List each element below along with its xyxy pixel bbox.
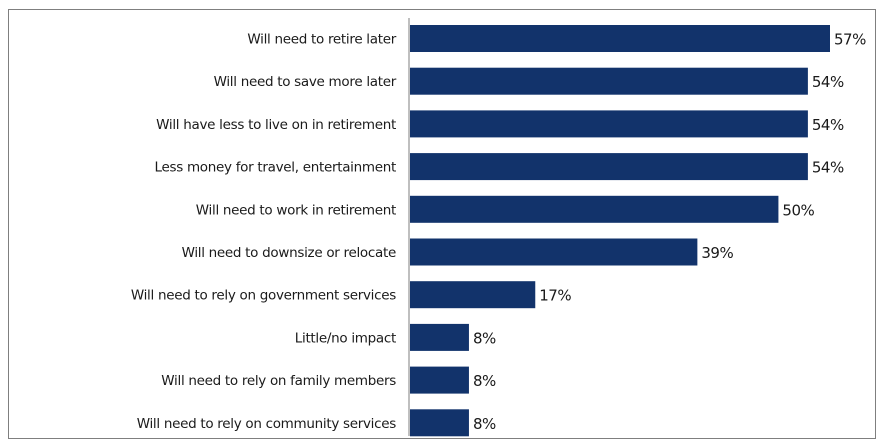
bar — [410, 110, 808, 138]
value-label: 8% — [473, 415, 496, 433]
bar — [410, 281, 536, 309]
value-label: 39% — [701, 244, 733, 262]
bar — [410, 67, 808, 95]
value-label: 57% — [834, 31, 866, 49]
category-label: Will have less to live on in retirement — [156, 117, 396, 133]
bar — [410, 323, 469, 351]
value-label: 8% — [473, 372, 496, 390]
category-label: Less money for travel, entertainment — [155, 160, 397, 176]
category-label: Will need to work in retirement — [196, 202, 396, 218]
category-label: Will need to rely on family members — [161, 373, 396, 389]
bar — [410, 238, 698, 266]
bars-group: Will need to retire later 57% Will need to… — [131, 25, 867, 437]
category-label: Little/no impact — [295, 330, 396, 346]
category-label: Will need to downsize or relocate — [182, 245, 396, 261]
bar — [410, 153, 808, 181]
bar — [410, 25, 830, 52]
bar — [410, 366, 469, 394]
category-label: Will need to rely on community services — [137, 416, 397, 432]
value-label: 50% — [782, 201, 814, 219]
category-label: Will need to rely on government services — [131, 288, 396, 304]
value-label: 8% — [473, 329, 496, 347]
value-label: 54% — [812, 116, 844, 134]
value-label: 54% — [812, 159, 844, 177]
category-label: Will need to save more later — [214, 74, 397, 90]
value-label: 54% — [812, 73, 844, 91]
value-label: 17% — [539, 287, 571, 305]
bar — [410, 409, 469, 437]
category-label: Will need to retire later — [247, 32, 396, 48]
bar — [410, 195, 779, 223]
